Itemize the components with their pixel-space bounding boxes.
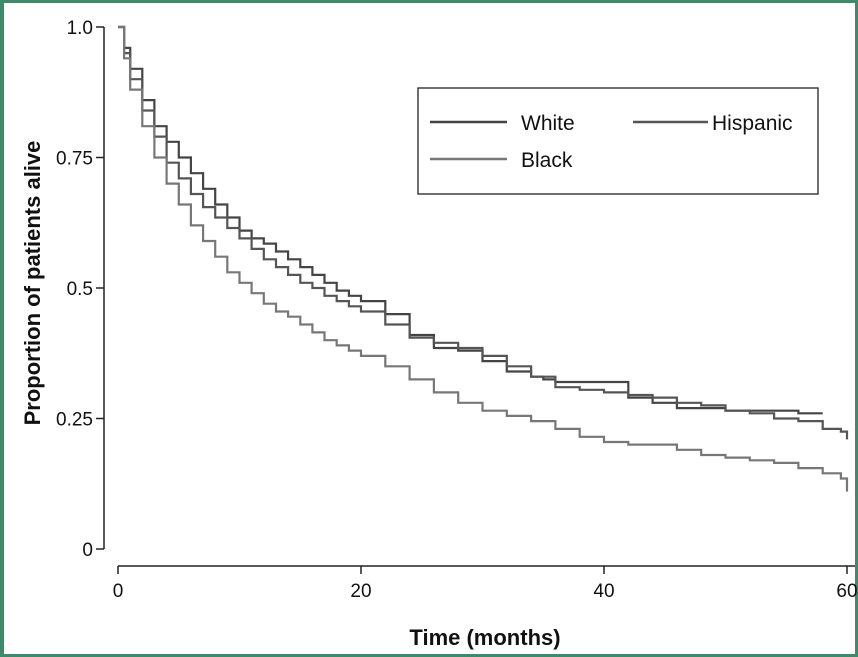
y-tick-label: 1.0 — [67, 18, 93, 39]
x-tick-label: 0 — [113, 581, 124, 602]
x-tick-label: 20 — [350, 581, 371, 602]
x-ticks: 0 20 40 60 — [113, 566, 858, 602]
x-tick-label: 60 — [836, 581, 857, 602]
legend: White Hispanic Black — [417, 87, 819, 195]
y-tick-label: 0 — [82, 540, 93, 561]
legend-box — [417, 87, 819, 195]
survival-curves — [118, 25, 849, 492]
y-tick-label: 0.5 — [67, 279, 93, 300]
x-tick-label: 40 — [593, 581, 614, 602]
y-tick-label: 0.75 — [56, 149, 93, 170]
axes: 0 0.25 0.5 0.75 1.0 0 20 40 60 — [56, 18, 858, 602]
legend-label-white: White — [521, 112, 575, 135]
x-axis-title: Time (months) — [409, 625, 560, 650]
y-axis-title: Proportion of patients alive — [20, 141, 45, 426]
y-ticks: 0 0.25 0.5 0.75 1.0 — [56, 18, 104, 561]
series-line-black — [118, 25, 849, 492]
series-line-hispanic — [118, 25, 849, 440]
y-tick-label: 0.25 — [56, 410, 93, 431]
legend-label-hispanic: Hispanic — [712, 112, 793, 135]
series-line-white — [118, 25, 823, 415]
legend-label-black: Black — [521, 149, 573, 172]
